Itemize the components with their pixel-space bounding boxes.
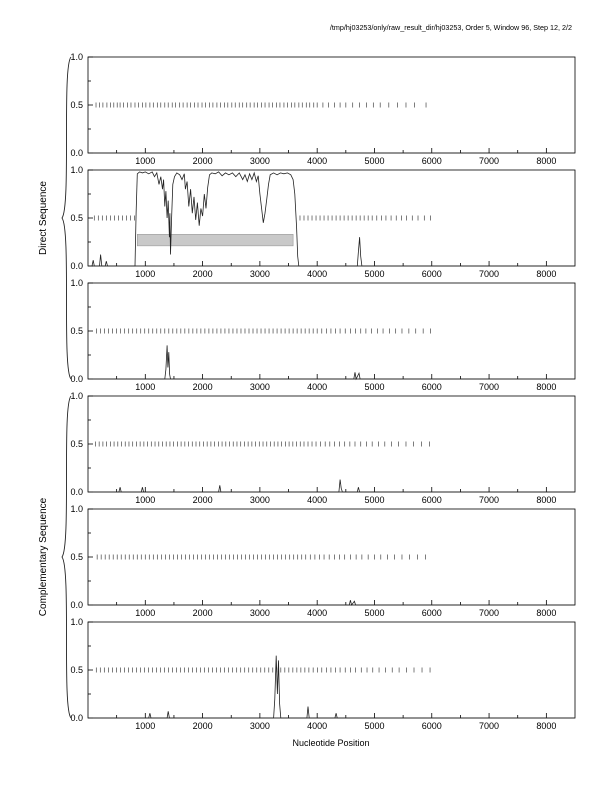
probability-curve <box>88 600 575 606</box>
x-tick-label: 4000 <box>307 156 327 166</box>
x-tick-label: 2000 <box>193 382 213 392</box>
x-tick-label: 1000 <box>135 156 155 166</box>
x-tick-label: 2000 <box>193 608 213 618</box>
x-tick-label: 4000 <box>307 495 327 505</box>
y-tick-label: 1.0 <box>70 617 83 627</box>
y-tick-label: 0.5 <box>70 100 83 110</box>
x-tick-label: 5000 <box>364 382 384 392</box>
x-tick-label: 8000 <box>536 382 556 392</box>
x-tick-label: 8000 <box>536 608 556 618</box>
probability-curve <box>88 655 575 719</box>
y-tick-label: 0.5 <box>70 439 83 449</box>
complementary-sequence-label: Complementary Sequence <box>38 497 49 616</box>
panel-direct-1: 0.0 0.5 1.0 1000 2000 3000 4000 5000 6000 7000 800… <box>70 52 576 166</box>
direct-sequence-label: Direct Sequence <box>38 181 49 255</box>
x-tick-label: 6000 <box>422 495 442 505</box>
x-tick-label: 8000 <box>536 495 556 505</box>
probability-curve <box>88 479 575 493</box>
x-tick-label: 3000 <box>250 156 270 166</box>
x-tick-label: 7000 <box>479 608 499 618</box>
y-tick-label: 0.5 <box>70 665 83 675</box>
x-tick-label: 1000 <box>135 721 155 731</box>
x-tick-label: 7000 <box>479 721 499 731</box>
y-tick-label: 1.0 <box>70 391 83 401</box>
x-axis-title: Nucleotide Position <box>292 738 369 748</box>
x-tick-label: 7000 <box>479 269 499 279</box>
panel-complementary-2: 0.0 0.5 1.0 1000 2000 3000 4000 5000 6000 7000 800… <box>70 504 576 618</box>
y-tick-label: 0.0 <box>70 374 83 384</box>
x-tick-label: 3000 <box>250 269 270 279</box>
y-tick-label: 0.5 <box>70 326 83 336</box>
x-tick-label: 4000 <box>307 608 327 618</box>
panels-group: 0.0 0.5 1.0 1000 2000 3000 4000 5000 6000 7000 800… <box>70 52 576 731</box>
x-tick-label: 2000 <box>193 269 213 279</box>
x-tick-label: 6000 <box>422 269 442 279</box>
x-tick-label: 6000 <box>422 156 442 166</box>
panel-frame <box>87 395 576 493</box>
x-tick-label: 1000 <box>135 269 155 279</box>
direct-brace <box>61 56 72 380</box>
x-tick-label: 6000 <box>422 608 442 618</box>
panel-frame <box>87 621 576 719</box>
x-tick-label: 5000 <box>364 269 384 279</box>
complementary-brace <box>61 395 72 719</box>
probability-curve <box>88 171 575 267</box>
x-tick-label: 1000 <box>135 608 155 618</box>
y-tick-label: 1.0 <box>70 504 83 514</box>
panel-direct-2: 0.0 0.5 1.0 1000 2000 3000 4000 5000 6000 7000 800… <box>70 165 576 279</box>
y-tick-label: 0.0 <box>70 487 83 497</box>
panel-direct-3: 0.0 0.5 1.0 1000 2000 3000 4000 5000 6000 7000 800… <box>70 278 576 392</box>
x-tick-label: 5000 <box>364 721 384 731</box>
x-tick-label: 5000 <box>364 156 384 166</box>
x-tick-label: 6000 <box>422 721 442 731</box>
panel-frame <box>87 169 576 267</box>
y-tick-label: 0.0 <box>70 713 83 723</box>
plot-title: /tmp/hj03253/only/raw_result_dir/hj03253… <box>330 23 572 32</box>
x-tick-label: 8000 <box>536 156 556 166</box>
y-tick-label: 0.5 <box>70 552 83 562</box>
panel-complementary-3: 0.0 0.5 1.0 1000 2000 3000 4000 5000 6000 7000 800… <box>70 617 576 731</box>
y-tick-label: 0.5 <box>70 213 83 223</box>
x-tick-label: 8000 <box>536 269 556 279</box>
x-tick-label: 1000 <box>135 495 155 505</box>
y-tick-label: 0.0 <box>70 148 83 158</box>
x-tick-label: 2000 <box>193 495 213 505</box>
x-tick-label: 5000 <box>364 495 384 505</box>
y-tick-label: 1.0 <box>70 278 83 288</box>
x-tick-label: 7000 <box>479 156 499 166</box>
probability-curve <box>88 345 575 381</box>
x-tick-label: 7000 <box>479 495 499 505</box>
y-tick-label: 0.0 <box>70 600 83 610</box>
x-tick-label: 7000 <box>479 382 499 392</box>
braces-group <box>61 56 72 719</box>
x-tick-label: 5000 <box>364 608 384 618</box>
x-tick-label: 2000 <box>193 156 213 166</box>
x-tick-label: 2000 <box>193 721 213 731</box>
x-tick-label: 4000 <box>307 269 327 279</box>
x-tick-label: 4000 <box>307 382 327 392</box>
panel-complementary-1: 0.0 0.5 1.0 1000 2000 3000 4000 5000 6000 7000 800… <box>70 391 576 505</box>
x-tick-label: 8000 <box>536 721 556 731</box>
x-tick-label: 3000 <box>250 495 270 505</box>
y-tick-label: 1.0 <box>70 165 83 175</box>
x-tick-label: 3000 <box>250 382 270 392</box>
x-tick-label: 6000 <box>422 382 442 392</box>
y-tick-label: 0.0 <box>70 261 83 271</box>
x-tick-label: 3000 <box>250 721 270 731</box>
y-tick-label: 1.0 <box>70 52 83 62</box>
x-tick-label: 4000 <box>307 721 327 731</box>
x-tick-label: 3000 <box>250 608 270 618</box>
predicted-gene-bar <box>136 234 294 247</box>
x-tick-label: 1000 <box>135 382 155 392</box>
